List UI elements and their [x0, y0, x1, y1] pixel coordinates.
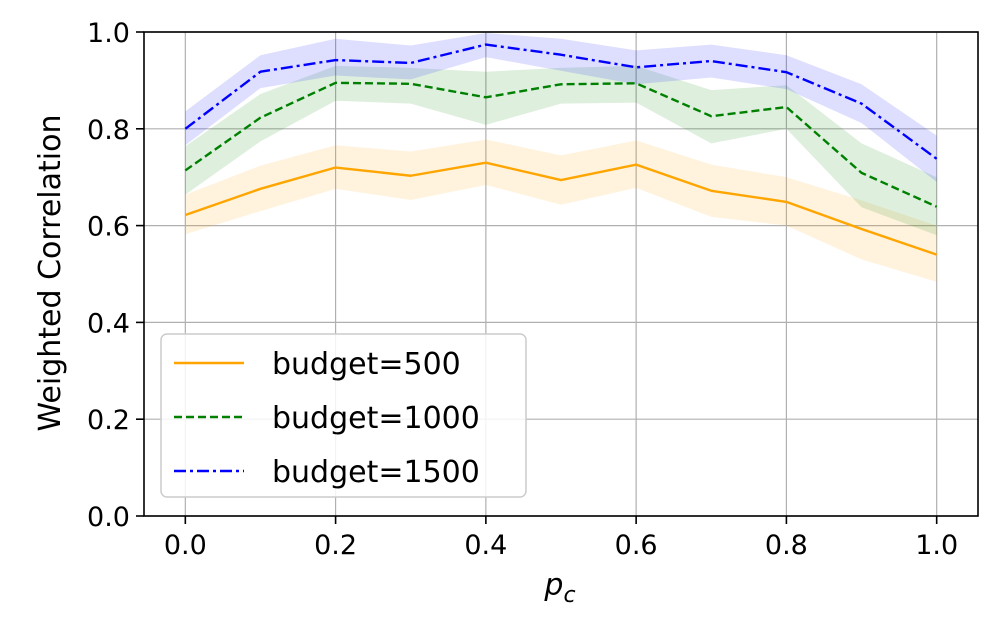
legend-label-2: budget=1500: [272, 455, 480, 490]
series-lines: [184, 43, 938, 256]
x-axis-label-subscript: c: [563, 583, 575, 608]
x-tick-label: 1.0: [915, 530, 958, 561]
confidence-band-1: [185, 65, 937, 236]
y-tick-label: 0.6: [87, 212, 130, 243]
y-tick-label: 0.0: [87, 502, 130, 533]
tick-labels: 0.0 0.2 0.4 0.6 0.8 1.0 0.0 0.2 0.4 0.6 0.8 1.0: [87, 18, 958, 561]
x-axis-label-main: p: [543, 568, 563, 603]
plot-frame: [143, 31, 979, 517]
legend-items: budget=500 budget=1000 budget=1500: [174, 347, 480, 490]
x-tick-label: 0.4: [464, 530, 507, 561]
y-tick-label: 0.4: [87, 308, 130, 339]
axis-ticks: [136, 31, 938, 524]
series-line-1: [184, 81, 938, 208]
y-tick-label: 0.8: [87, 115, 130, 146]
legend: budget=500 budget=1000 budget=1500: [160, 333, 527, 498]
legend-label-0: budget=500: [272, 347, 461, 382]
legend-box: [160, 333, 527, 498]
series-line-2: [184, 43, 938, 160]
x-tick-label: 0.2: [314, 530, 357, 561]
confidence-band-0: [185, 139, 937, 282]
y-axis-label: Weighted Correlation: [33, 115, 68, 432]
x-tick-label: 0.0: [164, 530, 207, 561]
confidence-band-2: [185, 32, 937, 183]
y-tick-label: 0.2: [87, 405, 130, 436]
series-line-0: [184, 161, 938, 256]
confidence-bands: [185, 32, 937, 282]
legend-label-1: budget=1000: [272, 401, 480, 436]
x-axis-label: pc: [543, 568, 575, 608]
x-tick-label: 0.8: [765, 530, 808, 561]
y-tick-label: 1.0: [87, 18, 130, 49]
x-tick-label: 0.6: [615, 530, 658, 561]
